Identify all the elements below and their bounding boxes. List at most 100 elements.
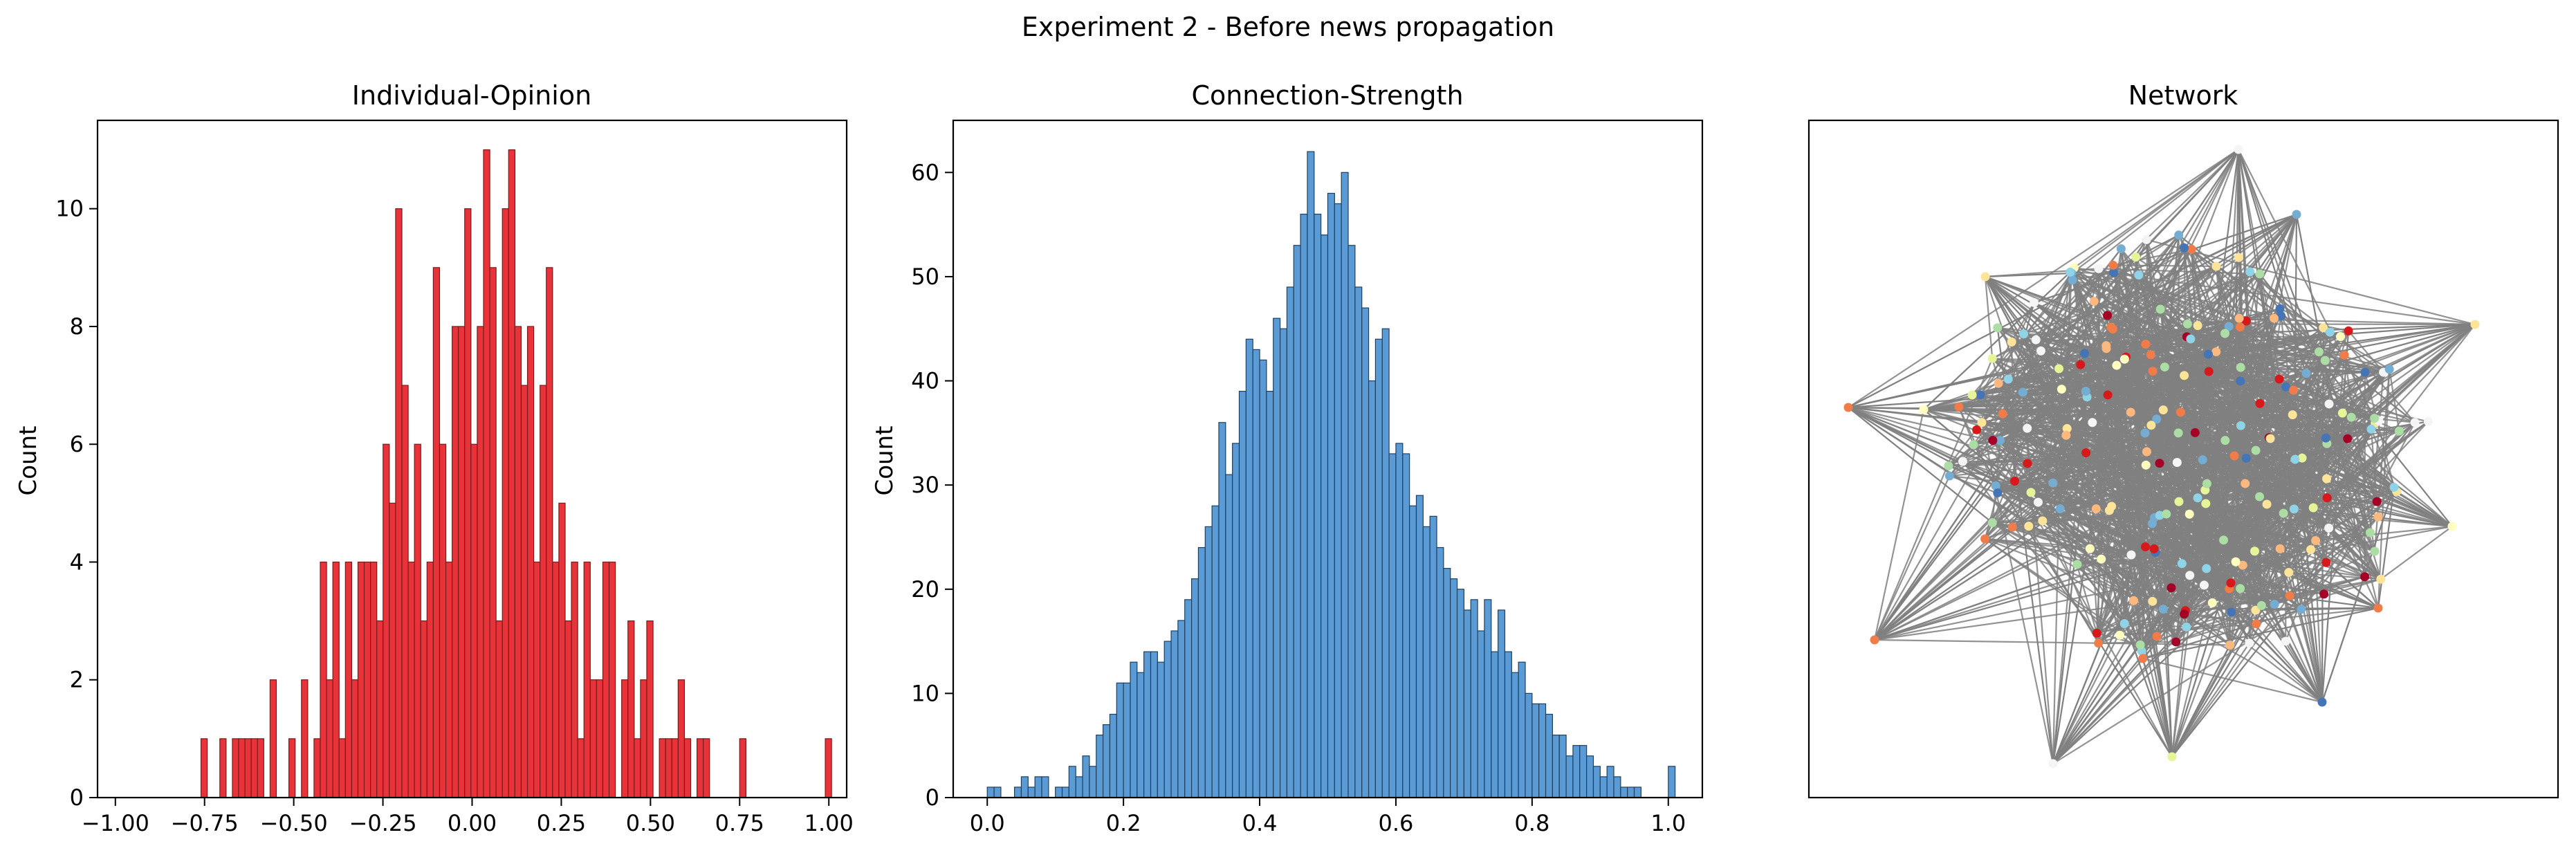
figure-suptitle: Experiment 2 - Before news propagation: [1022, 12, 1554, 42]
network-edge: [2347, 438, 2453, 527]
hist-bar-41: [1266, 390, 1274, 798]
hist-bar-41: [458, 326, 466, 798]
hist-bar-9: [257, 738, 264, 798]
network-edge: [2074, 267, 2241, 320]
network-node: [1980, 272, 1990, 282]
network-edge: [2096, 371, 2366, 634]
hist-bar-85: [1565, 755, 1574, 798]
network-edge: [1996, 327, 2054, 764]
network-node: [1972, 425, 1982, 434]
network-node: [2148, 367, 2158, 376]
network-edge: [1923, 388, 2062, 411]
hist-bar-61: [1402, 453, 1410, 798]
network-edge: [1985, 272, 2072, 278]
network-edge: [2339, 335, 2416, 423]
network-node: [2423, 416, 2433, 426]
panel-individual-opinion: Individual-Opinion Count −1.00 −0.75 −0.50…: [15, 80, 854, 836]
xtick-label: 1.00: [804, 810, 854, 836]
network-node: [2236, 362, 2245, 372]
hist-bar-71: [1470, 599, 1478, 798]
network-edge: [1985, 276, 2148, 452]
hist-bar-27: [370, 561, 378, 798]
network-node: [2036, 346, 2045, 356]
network-node: [2292, 210, 2301, 219]
network-node: [2112, 360, 2122, 370]
network-node: [2185, 571, 2195, 580]
network-edge: [2258, 273, 2375, 419]
network-edge: [2033, 302, 2379, 609]
network-node: [2284, 568, 2294, 578]
network-node: [2227, 607, 2236, 617]
xtick-label: 0.0: [970, 810, 1005, 836]
hist-bar-86: [1572, 745, 1581, 798]
network-node: [2003, 374, 2013, 384]
network-edge: [1923, 343, 2146, 411]
network-node: [2026, 488, 2036, 497]
network-edge: [2106, 347, 2453, 527]
hist-bar-48: [1314, 213, 1322, 798]
network-node: [2211, 347, 2221, 357]
network-node: [2108, 260, 2118, 270]
hist-bar-26: [363, 561, 371, 798]
network-edge: [2234, 368, 2390, 457]
hist-bar-63: [1415, 495, 1424, 798]
hist-bar-36: [1232, 443, 1240, 798]
network-node: [2182, 622, 2191, 632]
network-node: [1944, 461, 1953, 471]
hist-bar-49: [508, 149, 515, 798]
network-node: [2030, 297, 2039, 307]
network-node: [2174, 497, 2184, 506]
network-node: [2410, 418, 2420, 428]
network-node: [2297, 453, 2307, 463]
network-edge: [2035, 214, 2297, 341]
hist-bar-30: [389, 502, 396, 798]
hist-bar-12: [1068, 766, 1076, 798]
hist-bar-40: [1259, 359, 1267, 798]
network-edge: [2073, 267, 2173, 757]
hist-bar-74: [1491, 651, 1499, 798]
hist-bar-47: [1307, 151, 1315, 798]
network-node: [2241, 453, 2251, 463]
hist-bar-68: [1450, 578, 1458, 798]
network-node: [2076, 360, 2086, 369]
hist-bar-5: [232, 738, 239, 798]
network-node: [2141, 339, 2151, 349]
network-node: [2234, 313, 2244, 323]
hist-bar-53: [1347, 245, 1356, 798]
hist-bar-73: [1484, 599, 1492, 798]
network-node: [2193, 493, 2202, 503]
hist-bar-22: [1137, 672, 1145, 798]
network-node: [1993, 323, 2003, 333]
hist-bar-69: [634, 738, 641, 798]
hist-bar-15: [1089, 766, 1097, 798]
network-edge: [2052, 365, 2118, 764]
network-node: [2372, 497, 2382, 506]
network-edge: [1923, 378, 2280, 411]
network-node: [2018, 387, 2027, 397]
network-node: [2389, 482, 2399, 492]
network-node: [1994, 378, 2003, 388]
network-node: [2119, 618, 2129, 628]
hist-bar-16: [1096, 735, 1104, 798]
network-edge: [1874, 503, 2267, 641]
network-node: [2148, 596, 2158, 606]
network-node: [2225, 640, 2235, 650]
network-edge: [1923, 408, 2371, 430]
network-edge: [1874, 235, 2180, 641]
network-node: [2135, 640, 2145, 650]
ytick-label: 60: [911, 159, 939, 185]
network-edge: [1874, 600, 2153, 641]
xtick-label: 0.2: [1106, 810, 1141, 836]
network-edge: [1874, 327, 2324, 641]
network-node: [1988, 436, 1998, 445]
network-edge: [1985, 537, 2156, 553]
network-edge: [2111, 430, 2400, 508]
network-edge: [1984, 493, 1998, 540]
panel-2-ylabel: Count: [871, 426, 899, 496]
xtick-label: 0.4: [1242, 810, 1278, 836]
hist-bar-56: [552, 561, 560, 798]
network-node: [2048, 478, 2058, 488]
hist-bar-8: [1041, 776, 1049, 798]
network-edge: [1874, 638, 2230, 646]
network-node: [2275, 544, 2285, 553]
